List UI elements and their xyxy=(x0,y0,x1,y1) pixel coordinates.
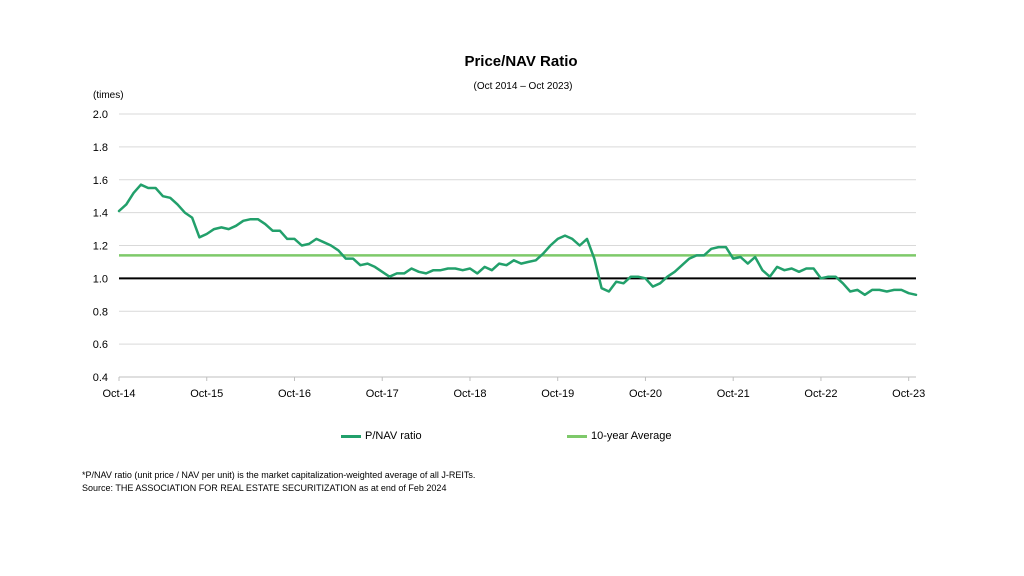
legend-label-pnav: P/NAV ratio xyxy=(365,430,422,442)
y-tick-label: 1.4 xyxy=(93,208,108,220)
gridlines xyxy=(119,113,916,378)
y-axis-unit-label: (times) xyxy=(93,90,124,101)
x-tick-label: Oct-17 xyxy=(366,388,399,400)
y-tick-label: 1.8 xyxy=(93,142,108,154)
x-tick-label: Oct-19 xyxy=(541,388,574,400)
y-tick-label: 2.0 xyxy=(93,109,108,121)
chart-subtitle: (Oct 2014 – Oct 2023) xyxy=(473,81,573,92)
y-tick-label: 1.6 xyxy=(93,175,108,187)
x-tick-label: Oct-21 xyxy=(717,388,750,400)
legend-swatch-average xyxy=(567,434,587,438)
series-layer xyxy=(117,183,918,297)
legend-label-average: 10-year Average xyxy=(591,430,672,442)
x-tick-label: Oct-14 xyxy=(102,388,135,400)
x-axis-ticks: Oct-14 Oct-15 Oct-16 Oct-17 Oct-18 Oct-19 Oct-… xyxy=(102,377,925,400)
footnote-definition: *P/NAV ratio (unit price / NAV per unit)… xyxy=(82,470,476,480)
x-tick-label: Oct-23 xyxy=(892,388,925,400)
chart-title: Price/NAV Ratio xyxy=(464,53,578,70)
x-tick-label: Oct-18 xyxy=(453,388,486,400)
legend-swatch-pnav xyxy=(341,434,361,438)
y-tick-label: 1.2 xyxy=(93,241,108,253)
legend-item-pnav: P/NAV ratio xyxy=(341,430,422,442)
y-axis-ticks: 0.4 0.6 0.8 1.0 1.2 1.4 1.6 1.8 2.0 xyxy=(93,109,108,384)
legend-item-average: 10-year Average xyxy=(567,430,672,442)
y-tick-label: 0.6 xyxy=(93,339,108,351)
y-tick-label: 1.0 xyxy=(93,273,108,285)
y-tick-label: 0.8 xyxy=(93,306,108,318)
footnote-source: Source: THE ASSOCIATION FOR REAL ESTATE … xyxy=(82,483,447,493)
x-tick-label: Oct-16 xyxy=(278,388,311,400)
x-tick-label: Oct-20 xyxy=(629,388,662,400)
y-tick-label: 0.4 xyxy=(93,372,108,384)
x-tick-label: Oct-15 xyxy=(190,388,223,400)
x-tick-label: Oct-22 xyxy=(804,388,837,400)
series-line-pnav-ratio xyxy=(117,183,918,297)
